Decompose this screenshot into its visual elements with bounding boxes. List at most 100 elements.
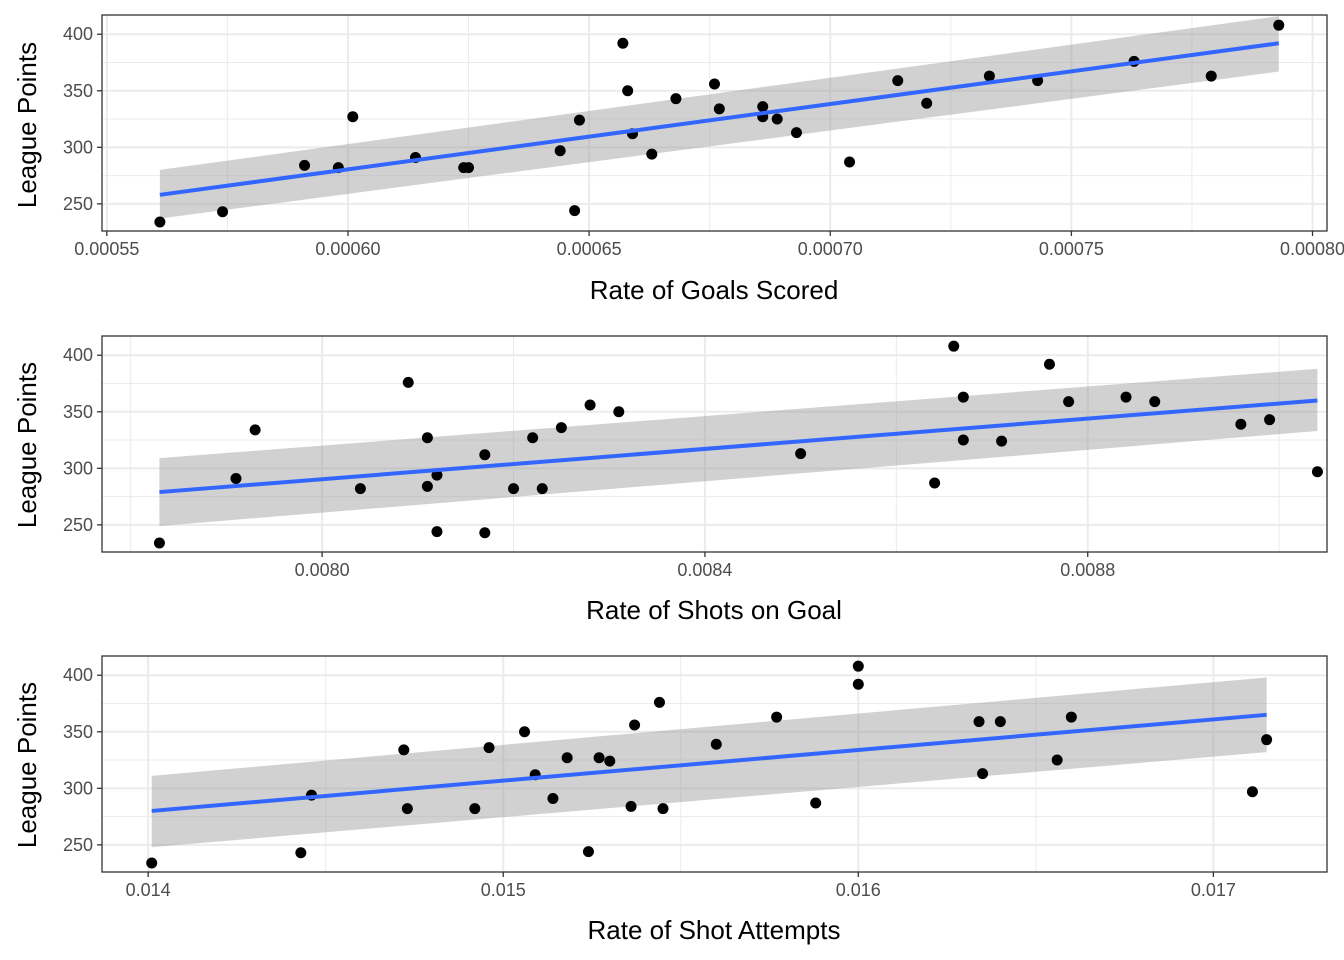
goals-scored-data-point	[921, 97, 933, 109]
shots-on-goal-data-point	[421, 480, 433, 492]
shots-on-goal-data-point	[1120, 391, 1132, 403]
shot-attempts-data-point	[519, 726, 531, 738]
goals-scored-x-tick-label: 0.00080	[1280, 239, 1344, 259]
shot-attempts-data-point	[653, 696, 665, 708]
shot-attempts-data-point	[1051, 754, 1063, 766]
shots-on-goal-x-tick-label: 0.0088	[1060, 560, 1115, 580]
goals-scored-data-point	[347, 111, 359, 123]
shot-attempts-data-point	[994, 716, 1006, 728]
goals-scored-panel-border	[101, 14, 1328, 232]
goals-scored-y-tick-label: 400	[63, 24, 93, 44]
goals-scored-data-point	[569, 205, 581, 217]
shots-on-goal-data-point	[354, 483, 366, 495]
shots-on-goal-data-point	[948, 340, 960, 352]
goals-scored-data-point	[573, 114, 585, 126]
shot-attempts-data-point	[483, 742, 495, 754]
shots-on-goal-data-point	[795, 448, 807, 460]
goals-scored-data-point	[790, 127, 802, 139]
shot-attempts-plot-area: 0.014 0.015 0.016 0.017 250 300 350 400	[63, 655, 1328, 900]
shot-attempts-data-point	[547, 792, 559, 804]
goals-scored-data-point	[154, 216, 166, 228]
goals-scored-data-point	[983, 70, 995, 82]
goals-scored-data-point	[622, 85, 634, 97]
shot-attempts-data-point	[973, 716, 985, 728]
shot-attempts-y-axis-title: League Points	[12, 682, 42, 848]
goals-scored-data-point	[713, 103, 725, 115]
shot-attempts-data-point	[469, 803, 481, 815]
shot-attempts-y-tick-label: 300	[63, 778, 93, 798]
goals-scored-data-point	[1205, 70, 1217, 82]
shots-on-goal-y-tick-label: 250	[63, 515, 93, 535]
goals-scored-data-point	[463, 162, 475, 174]
shots-on-goal-data-point	[1264, 414, 1276, 426]
goals-scored-data-point	[1273, 19, 1285, 31]
goals-scored-x-tick-label: 0.00070	[798, 239, 863, 259]
shot-attempts-data-point	[1261, 734, 1273, 746]
shot-attempts-data-point	[582, 846, 594, 858]
shots-on-goal-data-point	[957, 391, 969, 403]
shot-attempts-data-point	[657, 803, 669, 815]
goals-scored-data-point	[554, 145, 566, 157]
shots-on-goal-data-point	[1311, 466, 1323, 478]
shot-attempts-x-tick-label: 0.016	[836, 880, 881, 900]
goals-scored-data-point	[299, 159, 311, 171]
shot-attempts-data-point	[398, 744, 410, 756]
goals-scored-data-point	[217, 206, 229, 218]
goals-scored-y-tick-label: 300	[63, 137, 93, 157]
goals-scored-y-axis-title: League Points	[12, 42, 42, 208]
shot-attempts-x-axis-title: Rate of Shot Attempts	[588, 915, 841, 945]
goals-scored-x-axis-title: Rate of Goals Scored	[590, 275, 839, 305]
shot-attempts-y-tick-label: 350	[63, 722, 93, 742]
shots-on-goal-data-point	[1149, 396, 1161, 408]
goals-scored-data-point	[771, 113, 783, 125]
shots-on-goal-y-tick-label: 350	[63, 402, 93, 422]
shots-on-goal-data-point	[1063, 396, 1075, 408]
shot-attempts-data-point	[1246, 786, 1258, 798]
shots-on-goal-data-point	[249, 424, 261, 436]
shot-attempts-panel: 0.014 0.015 0.016 0.017 250 300 350 400 Rate of …	[12, 655, 1328, 945]
shot-attempts-data-point	[710, 738, 722, 750]
shots-on-goal-data-point	[479, 449, 491, 461]
shots-on-goal-data-point	[584, 399, 596, 411]
goals-scored-data-point	[646, 148, 658, 160]
shot-attempts-y-tick-label: 400	[63, 665, 93, 685]
shot-attempts-data-point	[401, 803, 413, 815]
goals-scored-panel: 0.00055 0.00060 0.00065 0.00070 0.00075 0.000…	[12, 14, 1344, 305]
shot-attempts-y-tick-label: 250	[63, 835, 93, 855]
shot-attempts-data-point	[625, 800, 637, 812]
shots-on-goal-plot-area: 0.0080 0.0084 0.0088 250 300 350 400	[63, 335, 1328, 580]
goals-scored-data-point	[617, 37, 629, 49]
shot-attempts-data-point	[771, 711, 783, 723]
shot-attempts-data-point	[604, 755, 616, 767]
goals-scored-y-tick-label: 350	[63, 81, 93, 101]
shots-on-goal-data-point	[431, 526, 443, 538]
shots-on-goal-data-point	[508, 483, 520, 495]
shots-on-goal-y-tick-label: 300	[63, 458, 93, 478]
shots-on-goal-panel-border	[101, 335, 1328, 553]
shot-attempts-data-point	[593, 752, 605, 764]
shots-on-goal-data-point	[431, 469, 443, 481]
goals-scored-trend-line	[159, 41, 1280, 197]
shots-on-goal-data-point	[536, 483, 548, 495]
shot-attempts-data-point	[629, 719, 641, 731]
shot-attempts-x-tick-label: 0.017	[1191, 880, 1236, 900]
shots-on-goal-y-axis-title: League Points	[12, 362, 42, 528]
shots-on-goal-x-tick-label: 0.0084	[677, 560, 732, 580]
shots-on-goal-data-point	[613, 406, 625, 418]
goals-scored-data-point	[670, 93, 682, 105]
shots-on-goal-data-point	[996, 435, 1008, 447]
shot-attempts-data-point	[1065, 711, 1077, 723]
goals-scored-x-tick-label: 0.00065	[557, 239, 622, 259]
shots-on-goal-data-point	[555, 422, 567, 434]
shot-attempts-data-point	[295, 847, 307, 859]
goals-scored-data-point	[892, 75, 904, 87]
shots-on-goal-panel: 0.0080 0.0084 0.0088 250 300 350 400 Rate of Sh…	[12, 335, 1328, 625]
shots-on-goal-trend-line	[159, 398, 1318, 495]
shots-on-goal-data-point	[153, 537, 165, 549]
shot-attempts-data-point	[146, 857, 158, 869]
goals-scored-x-tick-label: 0.00060	[315, 239, 380, 259]
shot-attempts-trend-line	[151, 712, 1267, 813]
shot-attempts-data-point	[561, 752, 573, 764]
